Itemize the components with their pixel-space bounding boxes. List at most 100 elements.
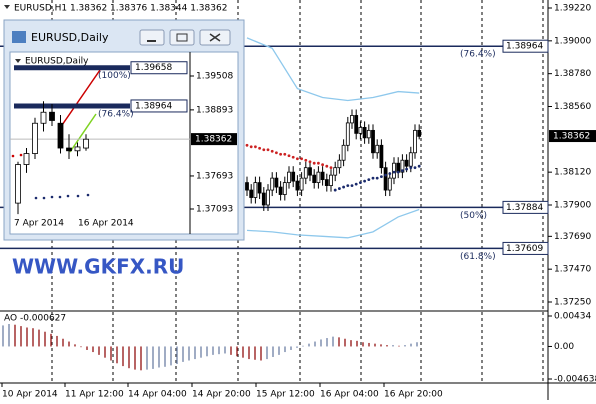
candle-body (49, 111, 55, 121)
candle-body (408, 152, 413, 167)
candle-body (417, 129, 422, 137)
sar-dot (401, 169, 404, 173)
candle-body (257, 182, 262, 194)
candle-body (371, 129, 375, 154)
price-tick-label: 1.38560 (554, 102, 591, 112)
level-price: 1.38964 (506, 42, 543, 52)
main-chart: 1.39220 1.39000 1.38780 1.38560 1.38120 1.379… (0, 4, 596, 308)
level-percent: (50%) (460, 211, 487, 221)
ma-dot (300, 157, 303, 161)
ma-dot (308, 160, 312, 164)
candle-body (362, 126, 367, 139)
candle-body (266, 189, 270, 206)
candle-body (324, 179, 329, 186)
candle-body (278, 186, 283, 195)
ma-dot (254, 145, 257, 149)
candle-body (341, 144, 346, 161)
sar-dot (333, 188, 337, 192)
candle-body (413, 129, 417, 154)
candle-body (299, 177, 304, 191)
sar-dot (380, 175, 383, 179)
level-percent: (100%) (98, 71, 131, 81)
sar-dot (350, 184, 354, 187)
ma-dot (266, 148, 270, 152)
candle-body (83, 138, 89, 149)
candle-body (350, 115, 354, 124)
level-price: 1.37609 (506, 244, 543, 254)
sar-dot (388, 172, 392, 176)
price-tick-label: 1.37690 (554, 232, 591, 242)
ma-dot (317, 161, 320, 165)
level-price: 1.37884 (506, 203, 543, 213)
candle-body (15, 164, 21, 204)
inset-tick-label: 1.37093 (196, 205, 233, 215)
sar-dot (342, 185, 345, 189)
close-glyph (209, 33, 221, 42)
candle-body (345, 122, 350, 146)
minimize-button[interactable] (139, 29, 165, 46)
ma-dot (325, 164, 329, 168)
candle-body (337, 159, 342, 169)
symbol-info: EURUSD,H1 1.38362 1.38376 1.38344 1.3836… (14, 4, 227, 14)
price-tick-label: 1.39220 (554, 4, 591, 14)
price-tick-label: 1.38780 (554, 69, 591, 79)
candle-body (66, 147, 72, 152)
sar-dot (367, 178, 371, 182)
sar-dot (375, 176, 379, 180)
current-price: 1.38362 (553, 132, 590, 142)
sar-dot (417, 164, 421, 168)
sar-dot (371, 176, 375, 180)
candle-body (354, 115, 359, 134)
ma-dot (329, 166, 333, 170)
level-tag (502, 200, 549, 214)
maximize-glyph (176, 33, 188, 42)
time-axis: 10 Apr 2014 11 Apr 12:00 14 Apr 04:00 14 Ap… (1, 383, 443, 400)
ao-tick-label: 0.00 (554, 342, 574, 352)
candle-body (32, 122, 38, 154)
level-percent: (76.4%) (460, 50, 496, 60)
sar-dot (405, 167, 408, 171)
ma-dot (262, 148, 266, 152)
sar-dot (359, 181, 362, 185)
candle-body (74, 146, 81, 152)
trendline (59, 69, 101, 129)
candle-body (274, 177, 279, 188)
maximize-button[interactable] (169, 29, 195, 46)
inset-tick-label: 1.37693 (196, 171, 233, 181)
sar-dot (409, 166, 413, 170)
inset-window: EURUSD,Daily EURUSD,Daily 1.39508 1.38893… (3, 19, 245, 241)
level-tag (502, 39, 549, 53)
ma-dot (296, 157, 299, 161)
inset-sar-dots (11, 153, 23, 158)
ao-label: AO -0.000627 (4, 314, 66, 324)
candle-body (295, 180, 300, 191)
candle-body (379, 144, 384, 169)
candle-body (366, 129, 371, 139)
ao-tick-label: -0.004638 (554, 375, 596, 385)
time-label: 14 Apr 04:00 (128, 390, 187, 400)
ma-dot (321, 163, 324, 167)
candle-body (329, 174, 333, 186)
price-tick-label: 1.38120 (554, 168, 591, 178)
current-price: 1.38362 (195, 135, 232, 145)
sar-dot (354, 182, 358, 186)
ao-tick-label: 0.00434 (554, 312, 591, 322)
window-icon (12, 31, 26, 43)
candle-body (291, 171, 296, 182)
current-price-box (191, 133, 237, 146)
candle-body (23, 153, 30, 165)
inset-chart: 1.39508 1.38893 1.37693 1.37093 1.39658 (100%… (10, 61, 237, 229)
ma-dot (283, 152, 287, 156)
price-tick-label: 1.39000 (554, 36, 591, 46)
price-tick-label: 1.37900 (554, 200, 591, 210)
trendline (69, 113, 97, 153)
time-grid (51, 0, 544, 383)
level-price: 1.39658 (135, 63, 172, 73)
inset-symbol-icon (15, 59, 21, 63)
candle-body (249, 189, 254, 198)
candle-body (57, 122, 64, 149)
inset-chart-label: EURUSD,Daily (25, 57, 89, 67)
candle-body (387, 177, 392, 191)
band-lower (246, 208, 420, 239)
